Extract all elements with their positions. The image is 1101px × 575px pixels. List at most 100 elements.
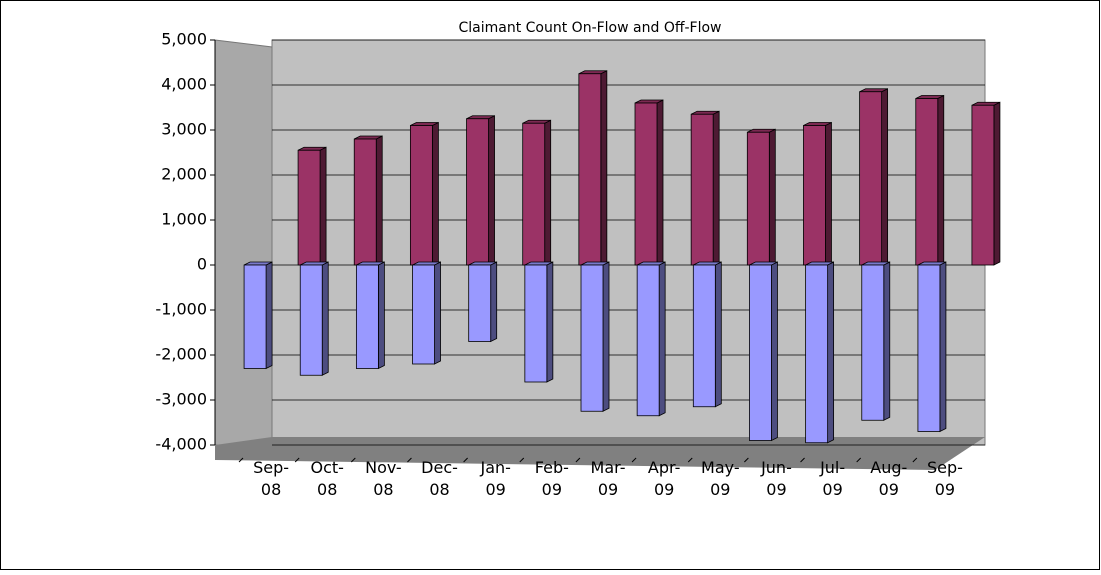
x-tick-label-line: 08 [261, 480, 281, 499]
x-tick-label-line: Jun- [760, 458, 792, 477]
y-tick-label: 0 [197, 255, 207, 274]
bar [297, 149, 321, 266]
bar [805, 264, 829, 444]
bar [690, 113, 714, 266]
bar-side [883, 261, 891, 421]
x-tick-label-line: Aug- [870, 458, 907, 477]
x-tick-label-line: 09 [710, 480, 730, 499]
bar-side [490, 261, 498, 343]
bar-side [993, 101, 1001, 266]
bar [746, 131, 770, 266]
y-tick-label: -4,000 [155, 435, 207, 454]
bar-side [939, 261, 947, 433]
y-tick-label: -2,000 [155, 345, 207, 364]
bar-side [544, 119, 552, 266]
x-tick [856, 457, 862, 463]
x-tick-label: Apr- 09 [648, 458, 680, 499]
bar [578, 73, 602, 266]
x-tick-label: Jan- 09 [479, 458, 510, 499]
y-tick-label: 3,000 [161, 120, 207, 139]
y-tick-label: 2,000 [161, 165, 207, 184]
x-tick [575, 457, 581, 463]
bar-side [377, 261, 385, 370]
bar-side [712, 110, 720, 266]
x-tick [631, 457, 637, 463]
x-tick-label-line: Mar- [591, 458, 626, 477]
x-tick-label-line: 09 [598, 480, 618, 499]
y-tick-label: 1,000 [161, 210, 207, 229]
bar [355, 264, 379, 369]
x-tick-label-line: 09 [654, 480, 674, 499]
bar [299, 264, 323, 376]
side-wall [214, 39, 273, 446]
x-tick [294, 457, 300, 463]
x-tick-label-line: Apr- [648, 458, 680, 477]
x-tick-label: Jun- 09 [760, 458, 792, 499]
bar-side [714, 261, 722, 408]
bar-side [319, 146, 327, 266]
x-tick [912, 457, 918, 463]
x-tick-label-line: Feb- [535, 458, 569, 477]
bar [524, 264, 548, 383]
bar-side [827, 261, 835, 444]
x-tick-label-line: 09 [486, 480, 506, 499]
bar-side [602, 261, 610, 412]
bar [692, 264, 716, 408]
x-tick-label-line: Jan- [479, 458, 510, 477]
bar-side [771, 261, 778, 442]
bar [861, 264, 885, 421]
bar [522, 122, 546, 266]
bar-side [321, 261, 329, 376]
x-tick-label: Oct- 08 [311, 458, 344, 499]
x-tick-label: Sep- 08 [253, 458, 289, 499]
bar [468, 264, 492, 342]
bar-side [431, 121, 439, 266]
x-tick-label-line: Sep- [253, 458, 289, 477]
bar [859, 91, 883, 266]
bar [412, 264, 435, 365]
bar [243, 264, 267, 369]
y-tick-label: -1,000 [155, 300, 207, 319]
x-tick-label-line: Oct- [311, 458, 344, 477]
x-tick-label: Dec- 08 [421, 458, 458, 499]
bar-side [375, 135, 383, 266]
bar-side [656, 99, 664, 266]
x-tick-label-line: 09 [879, 480, 899, 499]
y-tick-label: -3,000 [155, 390, 207, 409]
x-tick-label: Sep- 09 [927, 458, 963, 499]
bar-side [600, 70, 608, 266]
x-tick-label-line: May- [701, 458, 740, 477]
bar-side [488, 115, 495, 266]
bar [634, 102, 658, 266]
x-tick [519, 457, 525, 463]
y-tick-label: 4,000 [161, 75, 207, 94]
bar-side [881, 88, 889, 266]
bar [353, 138, 377, 266]
bar [915, 98, 939, 266]
bar [971, 104, 995, 266]
x-tick-label: Nov- 08 [365, 458, 402, 499]
x-tick-label: Feb- 09 [535, 458, 569, 499]
bar [749, 264, 772, 441]
bar-side [937, 94, 945, 266]
bar-side [434, 261, 441, 365]
x-tick-label: Jul- 09 [819, 458, 845, 499]
chart-title: Claimant Count On-Flow and Off-Flow [458, 20, 721, 36]
x-tick-label-line: Dec- [421, 458, 458, 477]
x-tick-label: Mar- 09 [591, 458, 626, 499]
x-tick-label-line: 09 [766, 480, 786, 499]
x-tick-label-line: 08 [317, 480, 337, 499]
x-tick [800, 457, 805, 463]
x-tick-label-line: 09 [935, 480, 955, 499]
x-tick-label-line: 08 [429, 480, 449, 499]
x-tick-label-line: Sep- [927, 458, 963, 477]
x-tick [744, 457, 749, 463]
y-tick-label: 5,000 [161, 30, 207, 49]
bar [466, 118, 489, 266]
bar [580, 264, 604, 412]
x-tick-label: Aug- 09 [870, 458, 907, 499]
x-tick [350, 457, 356, 463]
bar [803, 125, 826, 266]
x-tick-label: May- 09 [701, 458, 740, 499]
